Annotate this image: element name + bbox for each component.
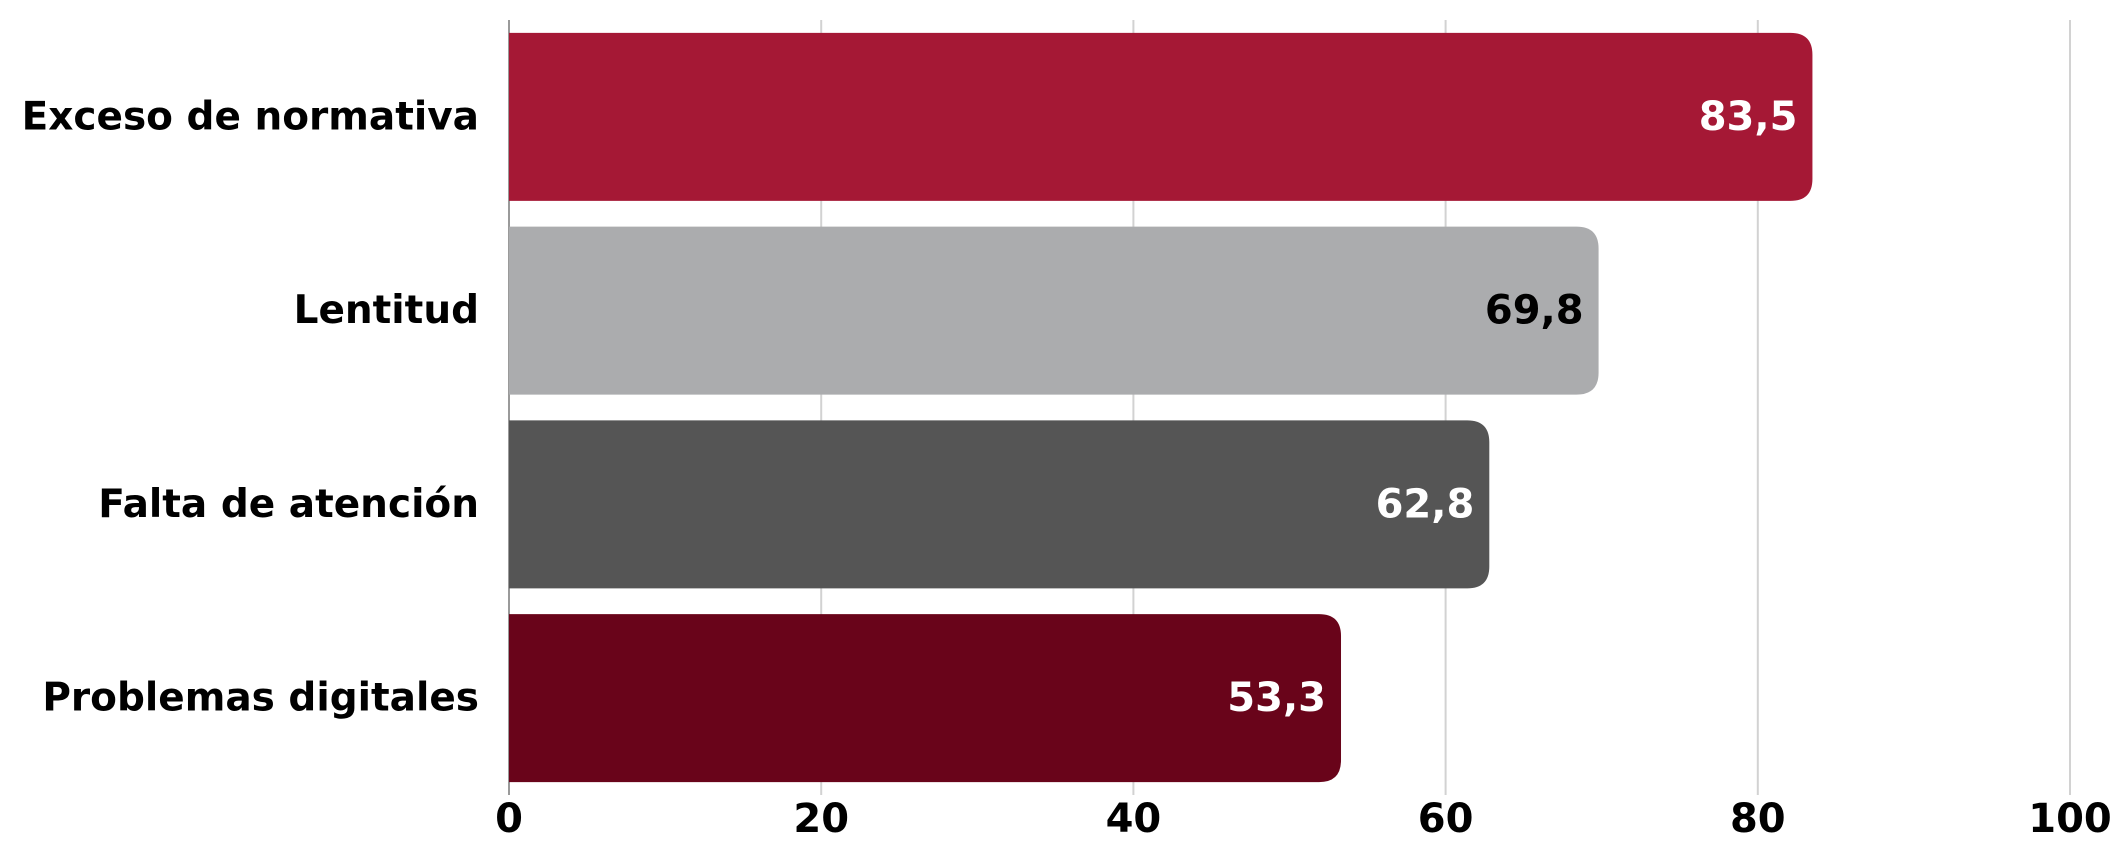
value-label: 69,8 bbox=[1485, 288, 1584, 334]
x-tick-label: 60 bbox=[1418, 796, 1474, 842]
value-label: 62,8 bbox=[1376, 481, 1475, 527]
x-tick-label: 40 bbox=[1106, 796, 1162, 842]
category-label: Falta de atención bbox=[98, 482, 479, 527]
bar bbox=[509, 614, 1342, 783]
x-tick-label: 0 bbox=[495, 796, 523, 842]
x-tick-label: 20 bbox=[793, 796, 849, 842]
value-label: 53,3 bbox=[1227, 675, 1326, 721]
bars: 83,5 69,8 62,8 53,3 bbox=[509, 32, 1813, 783]
category-label: Lentitud bbox=[294, 288, 479, 333]
category-label: Exceso de normativa bbox=[22, 94, 479, 139]
bar bbox=[509, 420, 1490, 589]
bar bbox=[509, 226, 1599, 395]
x-tick-label: 80 bbox=[1730, 796, 1786, 842]
axes: Exceso de normativa Lentitud Falta de aten… bbox=[22, 94, 2112, 842]
category-label: Problemas digitales bbox=[42, 676, 479, 721]
value-label: 83,5 bbox=[1699, 94, 1798, 140]
bar bbox=[509, 32, 1813, 201]
x-tick-label: 100 bbox=[2028, 796, 2112, 842]
